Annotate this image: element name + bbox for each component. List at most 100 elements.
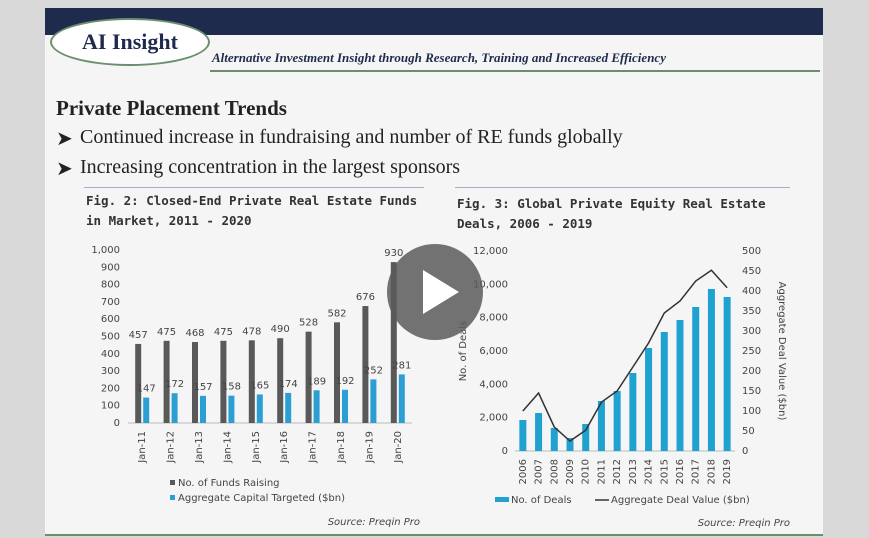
x-tick-label: Jan-20 xyxy=(393,431,404,464)
line xyxy=(522,269,728,442)
legend-swatch xyxy=(495,497,509,502)
logo: AI Insight xyxy=(50,18,210,66)
y-tick-label: 6,000 xyxy=(479,346,508,357)
source: Source: Preqin Pro xyxy=(698,518,790,529)
y2-tick-label: 100 xyxy=(742,406,761,417)
data-label: 528 xyxy=(299,318,318,329)
data-label: 281 xyxy=(392,360,411,371)
y2-tick-label: 250 xyxy=(742,346,761,357)
legend-label: Aggregate Capital Targeted ($bn) xyxy=(178,493,345,504)
y2-tick-label: 150 xyxy=(742,386,761,397)
source: Source: Preqin Pro xyxy=(328,517,420,528)
header-rule xyxy=(210,70,820,72)
y-tick-label: 800 xyxy=(101,280,120,291)
x-tick-label: 2007 xyxy=(534,459,545,484)
play-icon[interactable] xyxy=(387,244,483,340)
tagline: Alternative Investment Insight through R… xyxy=(212,50,666,65)
y-tick-label: 300 xyxy=(101,366,120,377)
x-tick-label: 2019 xyxy=(722,459,733,484)
bar xyxy=(256,394,263,423)
y-tick-label: 600 xyxy=(101,314,120,325)
x-tick-label: Jan-16 xyxy=(279,431,290,464)
bullet-arrow: ➤ xyxy=(56,158,73,180)
bullet-arrow: ➤ xyxy=(56,128,73,150)
bar xyxy=(645,348,653,451)
play-button[interactable] xyxy=(387,244,483,340)
chart-title: Fig. 3: Global Private Equity Real Estat… xyxy=(457,196,766,231)
y-tick-label: 700 xyxy=(101,297,120,308)
data-label: 582 xyxy=(327,308,346,319)
bar xyxy=(277,338,284,423)
x-tick-label: Jan-17 xyxy=(308,431,319,464)
bar xyxy=(342,389,348,423)
data-label: 147 xyxy=(137,384,156,395)
x-tick-label: 2011 xyxy=(596,459,607,484)
bar xyxy=(135,343,142,423)
data-label: 475 xyxy=(157,327,176,338)
y-tick-label: 1,000 xyxy=(91,245,120,256)
y2-axis-label: Aggregate Deal Value ($bn) xyxy=(776,282,787,421)
legend-swatch xyxy=(170,480,175,485)
y2-tick-label: 450 xyxy=(742,266,761,277)
data-label: 478 xyxy=(242,326,261,337)
bar xyxy=(192,342,198,423)
x-tick-label: Jan-15 xyxy=(251,431,262,464)
data-label: 475 xyxy=(214,327,233,338)
divider xyxy=(455,187,790,188)
y-tick-label: 4,000 xyxy=(479,379,508,390)
legend-swatch xyxy=(170,495,175,500)
bar xyxy=(163,340,170,423)
legend-label: No. of Funds Raising xyxy=(178,478,280,489)
bar xyxy=(550,428,558,451)
y-tick-label: 0 xyxy=(502,446,508,457)
x-tick-label: Jan-13 xyxy=(194,431,205,464)
bar xyxy=(723,297,731,451)
y-tick-label: 900 xyxy=(101,262,120,273)
data-label: 157 xyxy=(193,382,212,393)
x-tick-label: Jan-12 xyxy=(166,431,177,464)
x-tick-label: 2018 xyxy=(706,459,717,484)
x-tick-label: 2017 xyxy=(691,459,702,484)
bar xyxy=(334,322,340,423)
data-label: 165 xyxy=(250,380,269,391)
y-tick-label: 200 xyxy=(101,383,120,394)
bar xyxy=(248,340,255,423)
data-label: 252 xyxy=(364,365,383,376)
y2-tick-label: 500 xyxy=(742,246,761,257)
bar xyxy=(220,340,227,423)
x-tick-label: 2012 xyxy=(612,459,623,484)
x-tick-label: 2010 xyxy=(581,459,592,484)
bar xyxy=(370,379,377,423)
bar xyxy=(660,332,668,451)
bar xyxy=(285,392,292,423)
bar xyxy=(313,390,320,423)
x-tick-label: 2014 xyxy=(644,459,655,484)
bar xyxy=(228,395,235,423)
bullet: Continued increase in fundraising and nu… xyxy=(80,126,623,148)
data-label: 468 xyxy=(185,328,204,339)
y-tick-label: 0 xyxy=(114,418,120,429)
x-tick-label: 2008 xyxy=(549,459,560,484)
bullet: Increasing concentration in the largest … xyxy=(80,156,461,178)
x-tick-label: 2009 xyxy=(565,459,576,484)
x-tick-label: Jan-19 xyxy=(364,431,375,464)
data-label: 930 xyxy=(384,248,403,259)
slide-title: Private Placement Trends xyxy=(56,96,287,120)
bar xyxy=(629,373,637,451)
data-label: 490 xyxy=(271,324,290,335)
bar xyxy=(566,438,574,451)
y2-tick-label: 200 xyxy=(742,366,761,377)
data-label: 676 xyxy=(356,292,375,303)
x-tick-label: 2016 xyxy=(675,459,686,484)
bar xyxy=(171,393,178,423)
bar xyxy=(362,306,369,423)
data-label: 158 xyxy=(222,382,241,393)
y-axis-label: No. of Deals xyxy=(458,321,469,382)
divider xyxy=(84,187,424,188)
y-tick-label: 400 xyxy=(101,349,120,360)
legend-label: Aggregate Deal Value ($bn) xyxy=(611,495,750,506)
data-label: 172 xyxy=(165,379,184,390)
y2-tick-label: 350 xyxy=(742,306,761,317)
